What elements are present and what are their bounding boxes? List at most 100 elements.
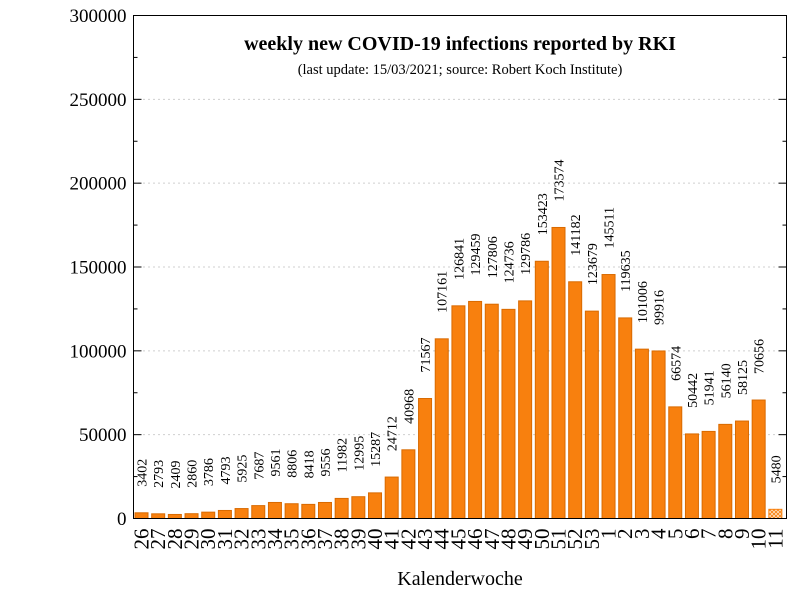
x-tick-label-week-42: 42 xyxy=(396,529,420,550)
value-labels: 3402 2793 2409 2860 3786 4793 5925 7687 9561 8806… xyxy=(136,159,785,488)
x-tick-label-week-44: 44 xyxy=(430,528,454,550)
bar-week-46 xyxy=(468,300,483,519)
value-label-week-6: 50442 xyxy=(686,373,701,408)
value-label-week-38: 11982 xyxy=(336,438,351,472)
value-label-week-52: 141182 xyxy=(569,214,584,255)
plot-frame xyxy=(133,15,787,519)
value-label-week-43: 71567 xyxy=(419,338,434,373)
x-tick-label-week-50: 50 xyxy=(530,529,554,550)
x-tick-label-week-34: 34 xyxy=(263,528,287,550)
y-tick-label: 50000 xyxy=(79,425,127,446)
value-label-week-8: 56140 xyxy=(719,363,734,398)
value-label-week-33: 7687 xyxy=(252,452,267,480)
x-tick-label-week-45: 45 xyxy=(446,529,470,550)
value-label-week-29: 2860 xyxy=(186,460,201,488)
x-tick-label-week-11: 11 xyxy=(763,529,787,549)
x-tick-label-week-28: 28 xyxy=(163,529,187,550)
bar-week-5 xyxy=(668,406,683,519)
value-label-week-35: 8806 xyxy=(286,450,301,478)
x-tick-label-week-47: 47 xyxy=(480,529,504,550)
x-tick-label-week-27: 27 xyxy=(146,529,170,550)
bar-week-10 xyxy=(751,399,766,520)
x-tick-label-week-33: 33 xyxy=(246,529,270,550)
value-label-week-39: 12995 xyxy=(352,436,367,471)
bar-week-49 xyxy=(518,300,533,520)
x-tick-label-week-51: 51 xyxy=(547,529,571,550)
bar-week-6 xyxy=(684,433,699,519)
bar-week-41 xyxy=(384,476,399,520)
value-label-week-44: 107161 xyxy=(436,271,451,313)
value-label-week-47: 127806 xyxy=(486,236,501,278)
value-label-week-32: 5925 xyxy=(236,455,251,483)
value-label-week-41: 24712 xyxy=(386,416,401,451)
x-tick-label-week-30: 30 xyxy=(196,529,220,550)
value-label-week-4: 99916 xyxy=(653,290,668,325)
x-tick-label-week-32: 32 xyxy=(230,529,254,550)
bar-week-53 xyxy=(584,310,599,519)
bar-week-3 xyxy=(634,348,649,519)
bar-week-1 xyxy=(601,274,616,519)
chart-title: weekly new COVID-19 infections reported … xyxy=(244,33,676,55)
x-tick-label-week-5: 5 xyxy=(663,529,687,540)
bar-week-44 xyxy=(434,338,449,519)
x-tick-label-week-41: 41 xyxy=(380,529,404,550)
x-tick-label-week-53: 53 xyxy=(580,529,604,550)
value-label-week-11: 5480 xyxy=(769,455,784,483)
x-tick-label-week-52: 52 xyxy=(563,529,587,550)
bar-week-30 xyxy=(201,511,216,520)
chart-subtitle: (last update: 15/03/2021; source: Robert… xyxy=(298,62,623,78)
y-tick-label: 150000 xyxy=(70,258,127,279)
x-tick-label-week-4: 4 xyxy=(647,528,671,539)
x-tick-label-week-9: 9 xyxy=(730,529,754,540)
y-tick-label: 100000 xyxy=(70,341,127,362)
bar-week-11 xyxy=(768,508,783,519)
bar-week-4 xyxy=(651,350,666,520)
x-tick-label-week-38: 38 xyxy=(330,529,354,550)
y-tick-label: 200000 xyxy=(70,174,127,195)
x-tick-label-week-29: 29 xyxy=(180,529,204,550)
bar-week-26 xyxy=(134,512,149,519)
x-tick-label-week-39: 39 xyxy=(346,529,370,550)
bar-week-34 xyxy=(267,501,282,519)
bar-week-37 xyxy=(317,501,332,520)
x-tick-label-week-36: 36 xyxy=(296,529,320,550)
value-label-week-31: 4793 xyxy=(219,456,234,484)
bar-week-50 xyxy=(534,260,549,519)
value-label-week-28: 2409 xyxy=(169,460,184,488)
x-tick-label-week-2: 2 xyxy=(613,529,637,540)
bar-week-29 xyxy=(184,513,199,519)
bar-week-40 xyxy=(368,492,383,520)
x-tick-label-week-35: 35 xyxy=(280,529,304,550)
value-label-week-51: 173574 xyxy=(553,159,568,201)
bar-week-27 xyxy=(151,513,166,520)
bar-week-38 xyxy=(334,497,349,520)
value-label-week-36: 8418 xyxy=(302,450,317,478)
y-tick-label: 0 xyxy=(117,509,127,530)
x-tick-label-week-46: 46 xyxy=(463,529,487,550)
x-tick-label-week-43: 43 xyxy=(413,529,437,550)
x-tick-label-week-37: 37 xyxy=(313,529,337,550)
value-label-week-40: 15287 xyxy=(369,432,384,467)
value-label-week-46: 129459 xyxy=(469,233,484,275)
bar-week-2 xyxy=(618,317,633,519)
x-tick-label-week-6: 6 xyxy=(680,529,704,540)
value-label-week-10: 70656 xyxy=(753,339,768,374)
value-label-week-34: 9561 xyxy=(269,448,284,476)
x-tick-label-week-7: 7 xyxy=(697,529,721,540)
x-axis-label: Kalenderwoche xyxy=(397,568,523,590)
x-tick-label-week-26: 26 xyxy=(130,529,154,550)
axes: 0500001000001500002000002500003000002627… xyxy=(70,6,788,550)
value-label-week-9: 58125 xyxy=(736,360,751,395)
x-tick-label-week-8: 8 xyxy=(713,529,737,540)
bar-week-35 xyxy=(284,503,299,519)
bar-week-48 xyxy=(501,308,516,519)
value-label-week-7: 51941 xyxy=(703,370,718,405)
value-label-week-48: 124736 xyxy=(502,241,517,283)
bar-week-32 xyxy=(234,508,249,519)
bar-week-31 xyxy=(217,509,232,520)
x-tick-label-week-49: 49 xyxy=(513,529,537,550)
value-label-week-45: 126841 xyxy=(452,238,467,280)
bar-week-8 xyxy=(718,423,733,520)
value-label-week-37: 9556 xyxy=(319,448,334,476)
